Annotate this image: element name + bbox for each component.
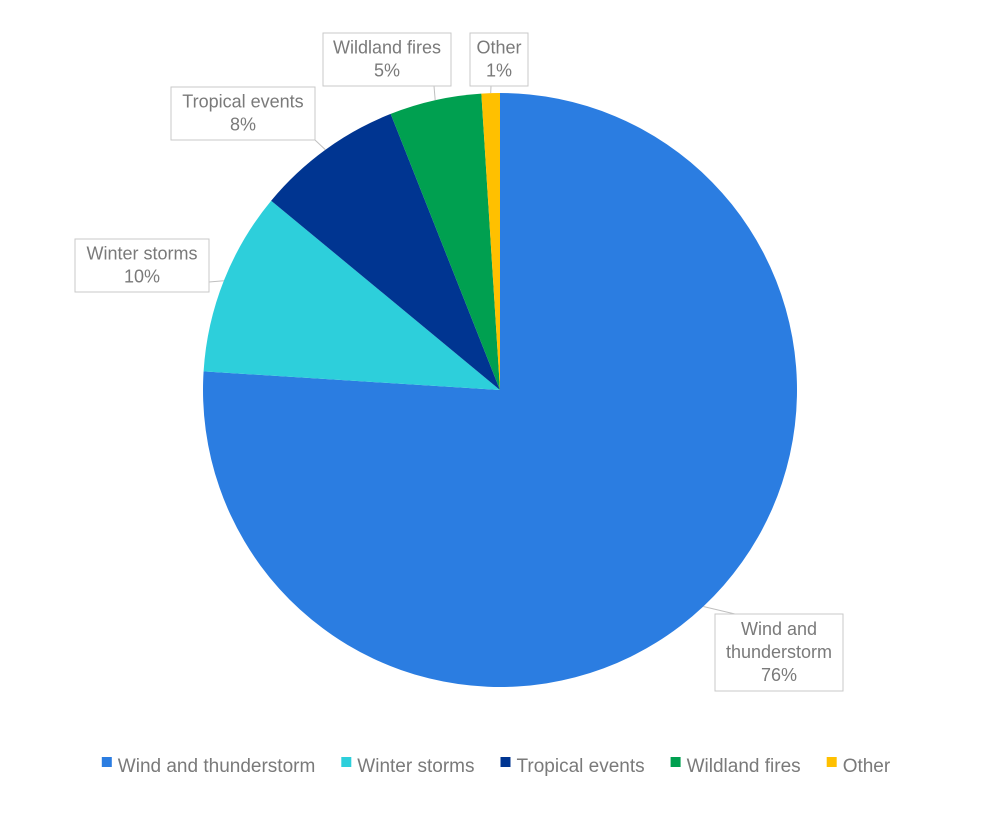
data-label-tropical-events: Tropical events 8% bbox=[170, 86, 316, 141]
data-label-text: thunderstorm bbox=[726, 642, 832, 662]
data-label-text: 76% bbox=[761, 665, 797, 685]
data-labels: Wind and thunderstorm 76% Winter storms 10% T… bbox=[74, 32, 844, 692]
pie-slice-wildland-fires bbox=[390, 93, 500, 390]
data-label-wind-and-thunderstorm: Wind and thunderstorm 76% bbox=[714, 613, 844, 692]
data-label-text: 8% bbox=[230, 115, 256, 135]
legend-label: Tropical events bbox=[517, 756, 645, 777]
data-label-box bbox=[714, 613, 844, 692]
legend-swatch bbox=[101, 757, 112, 767]
legend-item-wind-and-thunderstorm: Wind and thunderstorm bbox=[101, 756, 315, 777]
data-label-text: 5% bbox=[374, 61, 400, 81]
data-label-text: Wildland fires bbox=[333, 38, 441, 58]
data-label-box bbox=[170, 86, 316, 141]
leader-lines bbox=[208, 85, 736, 615]
data-label-text: 1% bbox=[486, 61, 512, 81]
legend-item-tropical-events: Tropical events bbox=[500, 756, 645, 777]
data-label-text: Other bbox=[476, 38, 521, 58]
legend-swatch bbox=[826, 757, 837, 767]
legend-label: Winter storms bbox=[357, 756, 474, 777]
data-label-text: Tropical events bbox=[182, 92, 303, 112]
legend-item-other: Other bbox=[826, 756, 891, 777]
data-label-box bbox=[469, 32, 529, 87]
data-label-winter-storms: Winter storms 10% bbox=[74, 238, 210, 293]
legend-label: Wildland fires bbox=[687, 756, 801, 777]
data-label-box bbox=[74, 238, 210, 293]
pie-slice-wind-and-thunderstorm bbox=[203, 93, 798, 687]
pie-slice-other bbox=[481, 93, 500, 390]
data-label-box bbox=[322, 32, 452, 87]
data-label-other: Other 1% bbox=[469, 32, 529, 87]
pie-slice-winter-storms bbox=[203, 200, 500, 390]
data-label-text: Winter storms bbox=[86, 244, 197, 264]
data-label-wildland-fires: Wildland fires 5% bbox=[322, 32, 452, 87]
data-label-text: Wind and bbox=[741, 619, 817, 639]
leader-line-winter-storms bbox=[208, 280, 224, 283]
legend-swatch bbox=[500, 757, 511, 767]
leader-line-wind-and-thunderstorm bbox=[703, 606, 736, 615]
legend-label: Other bbox=[843, 756, 891, 777]
legend-swatch bbox=[670, 757, 681, 767]
legend: Wind and thunderstorm Winter storms Tropic… bbox=[101, 756, 891, 777]
leader-line-wildland-fires bbox=[433, 85, 436, 101]
leader-line-tropical-events bbox=[314, 139, 326, 151]
legend-item-winter-storms: Winter storms bbox=[341, 756, 474, 777]
pie-slices bbox=[203, 93, 798, 687]
legend-swatch bbox=[341, 757, 352, 767]
pie-slice-tropical-events bbox=[271, 113, 500, 391]
legend-item-wildland-fires: Wildland fires bbox=[670, 756, 801, 777]
data-label-text: 10% bbox=[124, 267, 160, 287]
legend-label: Wind and thunderstorm bbox=[118, 756, 315, 777]
